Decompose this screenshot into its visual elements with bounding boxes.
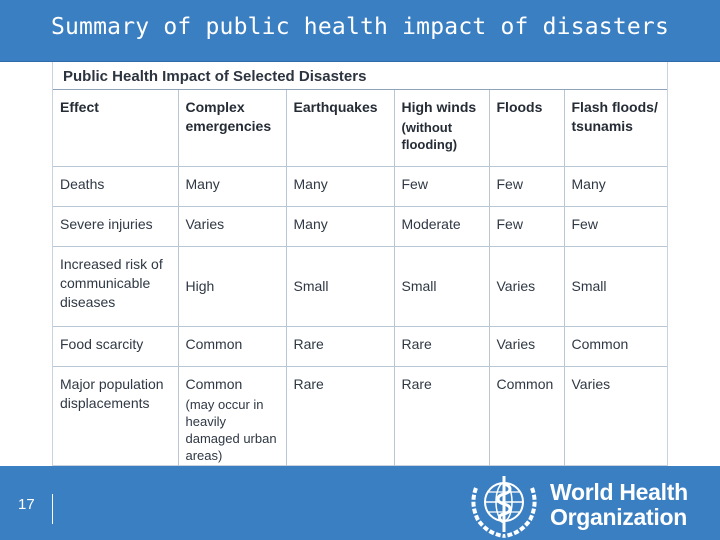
table-panel: Public Health Impact of Selected Disaste… — [52, 62, 668, 468]
table-cell: Rare — [286, 326, 395, 366]
table-cell: Many — [286, 206, 395, 246]
header-high-winds-note: (without flooding) — [401, 120, 458, 152]
table-cell: Rare — [394, 326, 490, 366]
impact-table: Effect Complex emergencies Earthquakes H… — [53, 90, 667, 468]
table-cell: Few — [489, 166, 565, 206]
table-cell: Small — [571, 277, 607, 294]
header-effect: Effect — [53, 90, 179, 166]
header-floods: Floods — [489, 90, 565, 166]
row-label: Food scarcity — [53, 326, 179, 366]
table-row: Increased risk of communicable diseases … — [53, 246, 667, 326]
table-cell: Common — [571, 335, 629, 352]
row-label: Major population displacements — [53, 366, 179, 468]
wordmark-line-2: Organization — [550, 504, 687, 530]
table-cell: Many — [571, 175, 606, 192]
slide-header: Summary of public health impact of disas… — [0, 0, 720, 62]
row-label: Deaths — [53, 166, 179, 206]
table-cell: Many — [178, 166, 287, 206]
table-cell: Few — [394, 166, 490, 206]
row-label: Increased risk of communicable diseases — [53, 246, 179, 326]
footer-divider — [52, 494, 53, 524]
table-cell: Many — [286, 166, 395, 206]
header-flash-floods: Flash floods/ tsunamis — [571, 99, 658, 134]
table-cell: Few — [489, 206, 565, 246]
table-cell: Few — [571, 215, 598, 232]
table-cell: Varies — [178, 206, 287, 246]
row-label: Severe injuries — [53, 206, 179, 246]
slide-footer: 17 World Health Organization — [0, 466, 720, 540]
table-header-row: Effect Complex emergencies Earthquakes H… — [53, 90, 667, 166]
slide-title: Summary of public health impact of disas… — [50, 14, 670, 40]
header-earthquakes: Earthquakes — [286, 90, 395, 166]
table-cell: Common — [489, 366, 565, 468]
table-cell: High — [178, 246, 287, 326]
table-cell: Common (may occur in heavily damaged urba… — [178, 366, 287, 468]
table-row: Major population displacements Common (ma… — [53, 366, 667, 468]
table-cell: Varies — [489, 326, 565, 366]
table-cell: Small — [394, 246, 490, 326]
table-cell: Rare — [286, 366, 395, 468]
table-cell: Rare — [394, 366, 490, 468]
table-cell: Common — [178, 326, 287, 366]
table-caption: Public Health Impact of Selected Disaste… — [53, 62, 667, 90]
cell-note: (may occur in heavily damaged urban area… — [185, 396, 277, 463]
table-cell: Varies — [489, 246, 565, 326]
table-row: Deaths Many Many Few Few Many — [53, 166, 667, 206]
table-cell: Moderate — [394, 206, 490, 246]
table-row: Food scarcity Common Rare Rare Varies Co… — [53, 326, 667, 366]
table-cell: Varies — [571, 375, 611, 392]
header-high-winds: High winds (without flooding) — [394, 90, 490, 166]
table-cell: Small — [286, 246, 395, 326]
wordmark-line-1: World Health — [550, 479, 688, 505]
who-emblem-icon — [471, 476, 537, 538]
who-wordmark: World Health Organization — [550, 480, 688, 530]
header-complex-emergencies: Complex emergencies — [178, 90, 287, 166]
page-number: 17 — [18, 496, 35, 513]
table-row: Severe injuries Varies Many Moderate Few… — [53, 206, 667, 246]
